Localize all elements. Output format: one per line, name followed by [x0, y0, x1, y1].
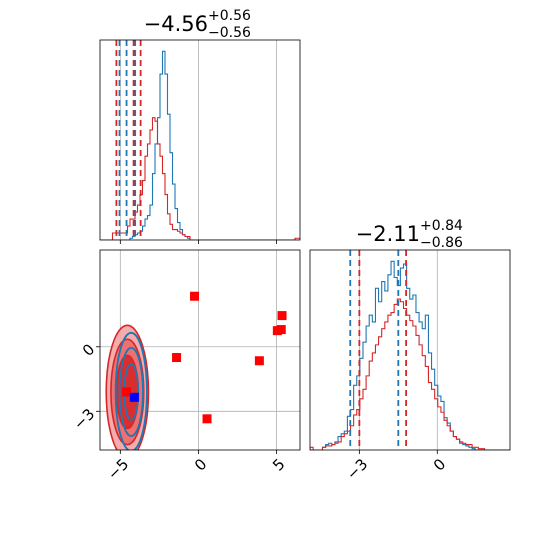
marker-points: [122, 291, 287, 424]
y-tick-label: −3: [70, 405, 98, 433]
x-tick-labels: −3 0: [343, 455, 449, 483]
panel-top-left-histogram: −4.56 +0.56 −0.56: [99, 8, 301, 244]
panel-bottom-left-contour: −5 0 5 0 −3: [70, 249, 301, 483]
x-tick-marks: [358, 450, 438, 454]
red-marker-point: [254, 356, 264, 366]
blue-contour-level-1: [114, 331, 148, 450]
x-tick-label: 0: [191, 455, 210, 474]
y-tick-label: 0: [79, 340, 98, 359]
quantile-lines: [115, 40, 142, 240]
title-sup: +0.56: [208, 8, 251, 24]
density-contours: [105, 324, 150, 450]
title-sub: −0.56: [208, 25, 251, 41]
title-sup: +0.84: [420, 218, 463, 234]
histogram-red: [310, 298, 510, 450]
title-sub: −0.86: [420, 235, 463, 251]
red-marker-point: [122, 387, 132, 397]
red-marker-point: [172, 353, 182, 363]
histogram-blue: [310, 260, 510, 450]
x-tick-label: −3: [343, 455, 371, 483]
axes-frame: [309, 249, 511, 451]
blue-marker-point: [129, 392, 139, 402]
histogram-series: [100, 50, 300, 240]
title-value: −2.11: [356, 222, 420, 246]
quantile-lines: [349, 250, 408, 450]
axes-frame: [99, 249, 301, 451]
red-marker-point: [202, 414, 212, 424]
grid-lines: [119, 40, 277, 240]
red-marker-point: [190, 291, 200, 301]
x-tick-label: 0: [430, 455, 449, 474]
tick-marks: [96, 346, 277, 454]
title-value: −4.56: [144, 12, 208, 36]
blue-contour-level-2: [118, 346, 144, 437]
red-marker-point: [276, 325, 286, 335]
histogram-red: [100, 117, 300, 240]
histogram-blue: [100, 50, 300, 240]
x-tick-label: 5: [269, 455, 288, 474]
panel-bottom-right-histogram: −3 0 −2.11 +0.84 −0.86: [309, 218, 511, 483]
x-tick-label: −5: [104, 455, 132, 483]
x-tick-marks: [119, 240, 277, 244]
axes-frame: [99, 39, 301, 241]
red-marker-point: [277, 311, 287, 321]
histogram-series: [310, 260, 510, 450]
